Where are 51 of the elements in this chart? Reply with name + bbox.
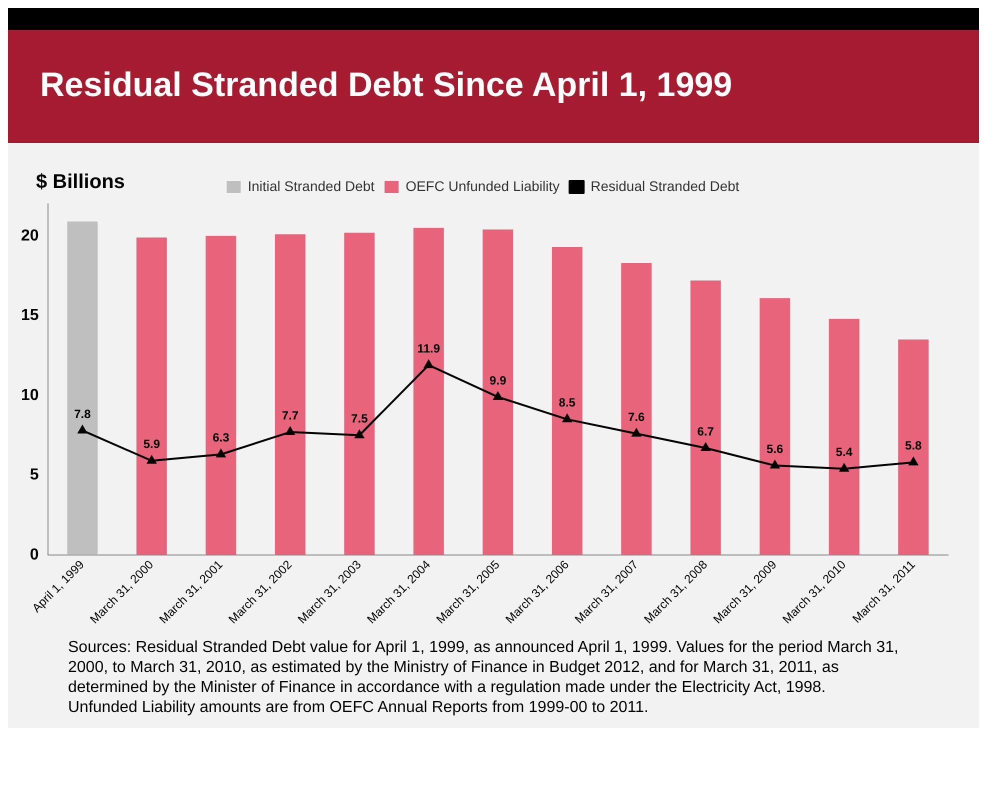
y-tick-label: 15	[21, 307, 39, 324]
source-note: Sources: Residual Stranded Debt value for April 1, 1999, as announced April 1, 1999. Values for the period March 31, 2000, to March 31, 2010, as estimated by the Ministry of Finance in Budget 2012, and for March 31, 2011, as determined by the Minister of Finance in accordance with a regulation made under the Electricity Act, 1998.	[68, 638, 900, 698]
point	[216, 449, 226, 458]
bar	[413, 228, 444, 555]
bar	[482, 230, 514, 555]
point	[147, 456, 156, 464]
point	[354, 430, 364, 438]
point	[908, 457, 918, 466]
bar	[206, 236, 236, 555]
y-tick-label: 5	[30, 466, 39, 484]
point	[286, 427, 295, 436]
data-label: 5.9	[143, 437, 160, 452]
legend-label: Residual Stranded Debt	[590, 178, 740, 194]
bar	[621, 263, 652, 555]
data-label: 6.7	[697, 424, 714, 438]
bar	[552, 247, 582, 555]
data-label: 5.4	[836, 445, 853, 460]
data-label: 8.5	[558, 396, 576, 410]
bar	[344, 232, 375, 555]
data-label: 6.3	[212, 430, 230, 445]
bar	[760, 298, 790, 555]
data-label: 7.5	[351, 412, 368, 426]
data-label: 5.6	[766, 442, 784, 456]
bar	[274, 234, 306, 555]
point	[78, 425, 87, 434]
chart-title: Residual Stranded Debt Since April 1, 1999	[8, 30, 979, 143]
point	[424, 360, 434, 368]
data-label: 9.9	[490, 373, 507, 388]
point	[562, 414, 572, 422]
point	[632, 428, 641, 437]
data-label: 7.6	[628, 410, 646, 424]
legend-label: OEFC Unfunded Liability	[406, 178, 560, 194]
point	[701, 443, 710, 452]
bar	[67, 222, 98, 555]
point	[840, 464, 849, 472]
text: Unfunded Liability amounts are from OEFC Annual Reports from 1999-00 to 2011.	[68, 698, 650, 718]
y-axis-title: $ Billions	[36, 171, 125, 193]
legend-label: Initial Stranded Debt	[248, 178, 375, 194]
point	[493, 392, 502, 400]
bar	[828, 318, 860, 555]
point	[770, 460, 780, 469]
data-label: 7.7	[282, 408, 299, 422]
bar	[898, 340, 929, 555]
data-label: 11.9	[417, 341, 440, 356]
data-label: 7.8	[74, 406, 92, 421]
bar	[136, 237, 167, 555]
bar	[690, 280, 721, 555]
y-tick-label: 20	[21, 227, 39, 244]
data-label: 5.8	[905, 438, 922, 453]
y-tick-label: 10	[21, 386, 39, 404]
y-tick-label: 0	[30, 546, 39, 564]
